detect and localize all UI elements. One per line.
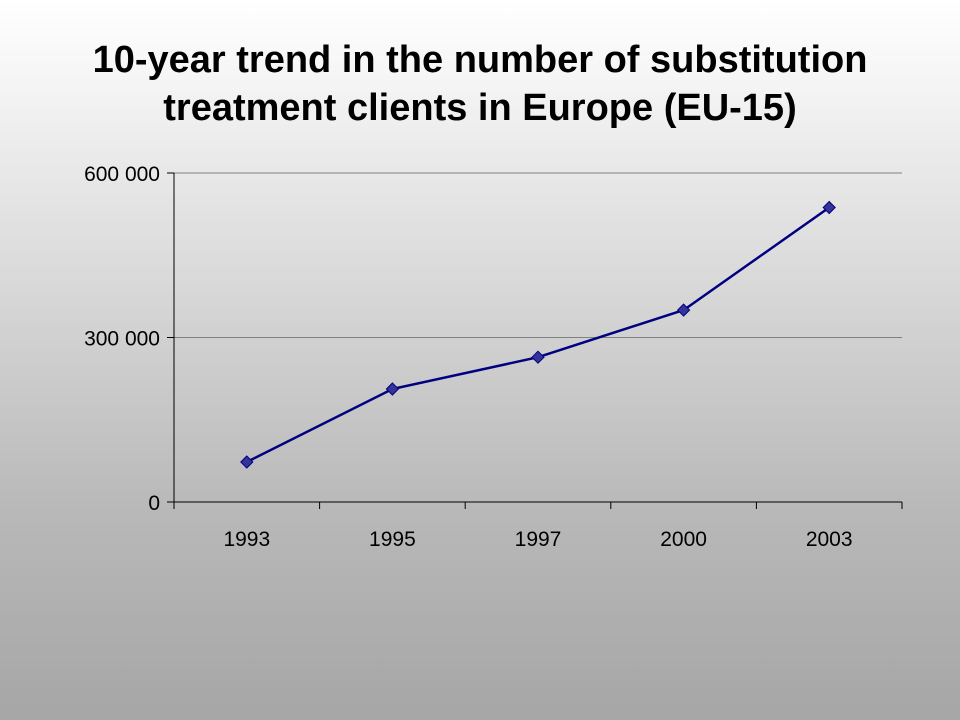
slide-title: 10-year trend in the number of substitut…	[92, 39, 868, 129]
x-tick-labels: 1993 1995 1997 2000 2003	[223, 528, 852, 551]
x-tick-label: 2003	[806, 528, 853, 551]
x-tick-label: 2000	[660, 528, 707, 551]
data-point	[676, 303, 691, 317]
axes	[167, 172, 903, 509]
x-tick-label: 1993	[223, 528, 270, 551]
x-tick-label: 1997	[515, 528, 562, 551]
data-point	[531, 350, 545, 364]
y-tick-label: 600 000	[84, 163, 160, 186]
y-tick-labels: 0 300 000 600 000	[84, 163, 160, 515]
y-tick-label: 300 000	[84, 328, 160, 351]
y-tick-label: 0	[148, 492, 160, 515]
data-series	[240, 200, 836, 469]
series-line	[246, 206, 830, 464]
x-tick-label: 1995	[369, 528, 416, 551]
data-point	[822, 200, 836, 215]
data-point	[385, 382, 400, 396]
gridlines	[174, 172, 902, 338]
data-point	[240, 455, 254, 469]
